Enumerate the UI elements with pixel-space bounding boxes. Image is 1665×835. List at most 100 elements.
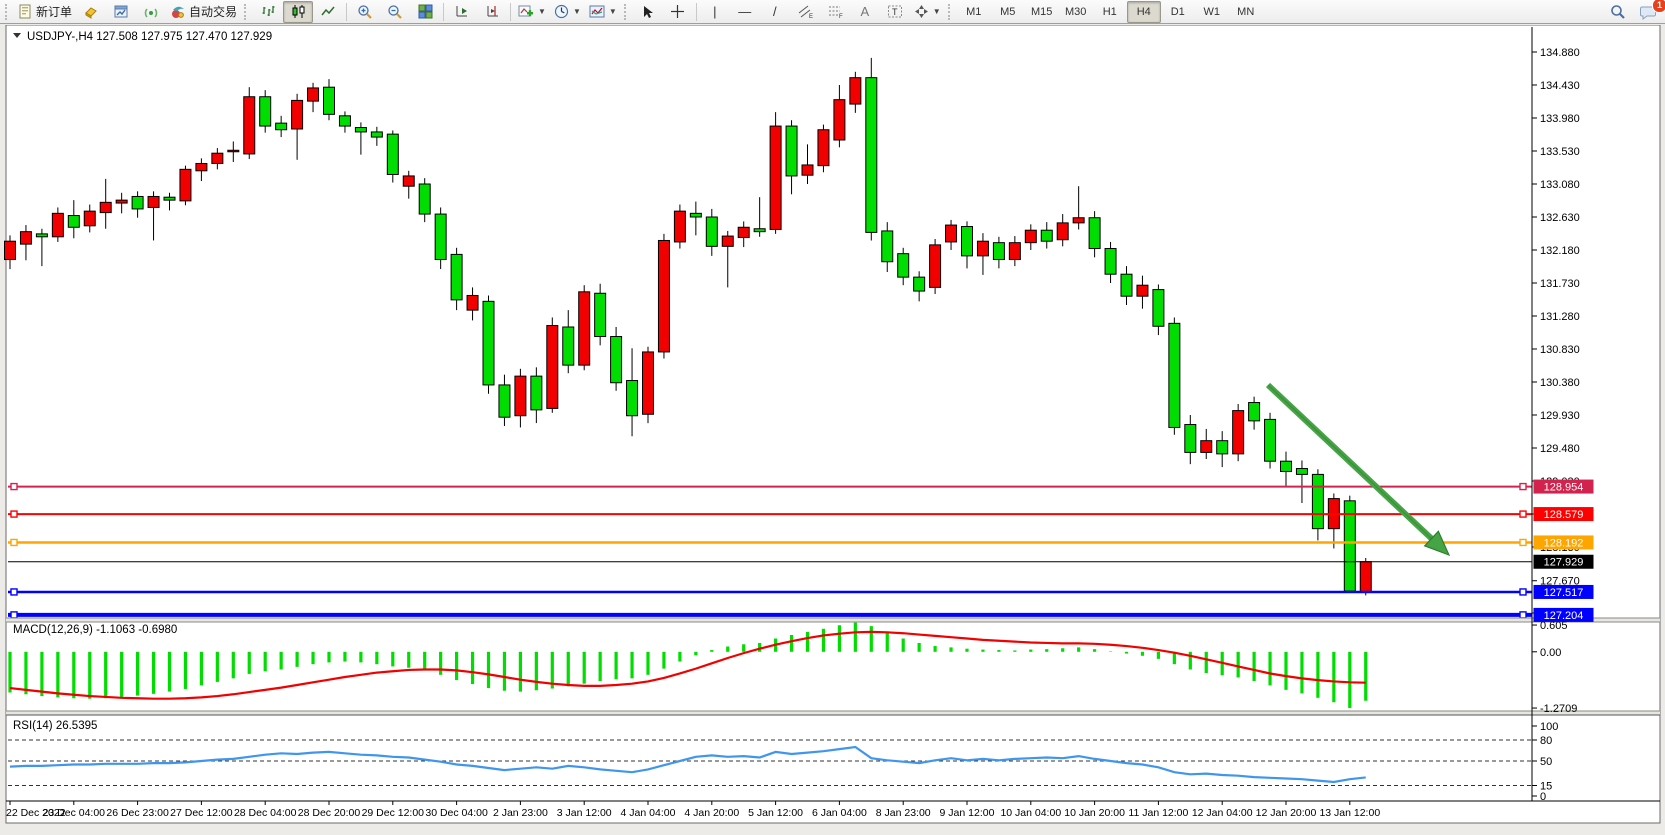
candle	[769, 112, 782, 234]
auto-scroll-icon	[456, 6, 467, 17]
crosshair-button[interactable]	[663, 1, 693, 23]
time-tick-label: 8 Jan 23:00	[876, 807, 931, 819]
line-handle	[1519, 482, 1527, 491]
search-icon	[1611, 4, 1625, 19]
price-axis[interactable]: 134.880 134.430 133.980 133.530 133.080 132.6…	[1531, 27, 1594, 803]
candle	[450, 247, 463, 311]
candlestick-chart-button[interactable]	[283, 0, 314, 23]
candle	[370, 126, 383, 146]
arrows-icon	[914, 5, 928, 18]
rsi-tick-label: 15	[1540, 781, 1552, 793]
price-tick-label: 132.180	[1540, 245, 1580, 257]
chevron-down-icon: ▼	[932, 7, 941, 16]
candle	[897, 247, 910, 286]
cursor-button[interactable]	[633, 1, 663, 23]
price-tick-label: 131.280	[1540, 311, 1580, 323]
macd-pane: MACD(12,26,9) -1.1063 -0.6980	[8, 622, 1368, 709]
time-tick-label: 22 Dec 2022	[6, 807, 66, 819]
price-chart[interactable]: MACD(12,26,9) -1.1063 -0.6980 RSI(14) 26.…	[0, 24, 1665, 830]
chart-title: USDJPY-,H4 127.508 127.975 127.470 127.9…	[13, 31, 272, 43]
text-button[interactable]: A	[850, 1, 880, 23]
chevron-down-icon: ▼	[608, 7, 617, 16]
auto-trading-button[interactable]: 自动交易	[166, 1, 241, 23]
horizontal-line-button[interactable]: —	[730, 1, 760, 23]
macd-tick-label: 0.605	[1540, 620, 1568, 632]
toolbar: 新订单 自动交易 ▼ ▼	[0, 0, 1665, 24]
time-tick-label: 30 Dec 04:00	[425, 807, 488, 819]
time-tick-label: 27 Dec 12:00	[170, 807, 233, 819]
svg-text:128.954: 128.954	[1544, 482, 1584, 494]
hline-128.954[interactable]	[8, 482, 1532, 491]
candle	[179, 165, 192, 206]
candle	[1343, 495, 1356, 593]
candle	[1248, 396, 1261, 430]
candle	[610, 326, 623, 391]
hline-128.579[interactable]	[8, 510, 1532, 518]
candle	[1024, 224, 1037, 250]
pane-splitter[interactable]	[6, 710, 1660, 716]
svg-text:127.929: 127.929	[1544, 557, 1584, 569]
notifications-button[interactable]: 1	[1633, 0, 1665, 23]
time-tick-label: 3 Jan 12:00	[557, 807, 612, 819]
trendline-button[interactable]: /	[760, 1, 790, 23]
chart-window[interactable]: MACD(12,26,9) -1.1063 -0.6980 RSI(14) 26.…	[0, 24, 1665, 830]
pane-splitter[interactable]	[6, 617, 1660, 623]
timeframe-button-w1[interactable]: W1	[1203, 5, 1220, 18]
line-chart-button[interactable]	[313, 1, 343, 23]
candle	[881, 222, 894, 272]
search-button[interactable]	[1603, 1, 1633, 23]
tile-windows-button[interactable]	[410, 1, 440, 23]
timeframe-button-m5[interactable]: M5	[1000, 5, 1016, 18]
hline-127.517[interactable]	[8, 588, 1532, 596]
bar-chart-button[interactable]	[253, 1, 283, 23]
candle	[1200, 428, 1213, 459]
arrows-button[interactable]: ▼	[910, 1, 945, 23]
rsi-line	[9, 745, 1366, 784]
candle	[833, 84, 846, 148]
chart-shift-icon	[487, 6, 498, 17]
fibonacci-button[interactable]: F	[820, 1, 850, 23]
signal-icon	[144, 8, 158, 17]
svg-text:128.579: 128.579	[1544, 509, 1584, 521]
time-tick-label: 11 Jan 12:00	[1128, 807, 1188, 819]
macd-signal-line	[9, 630, 1366, 700]
hline-128.192[interactable]	[8, 538, 1532, 547]
zoom-out-button[interactable]	[380, 1, 410, 23]
candle	[1040, 222, 1053, 249]
new-order-label: 新订单	[36, 5, 73, 19]
auto-scroll-button[interactable]	[447, 1, 477, 23]
timeframe-button-d1[interactable]: D1	[1170, 5, 1185, 18]
history-center-button[interactable]	[76, 1, 106, 23]
time-tick-label: 23 Dec 04:00	[43, 807, 106, 819]
channel-button[interactable]: E	[790, 1, 820, 23]
timeframe-button-h4[interactable]: H4	[1126, 0, 1161, 23]
svg-text:127.204: 127.204	[1544, 610, 1584, 622]
candle	[466, 287, 479, 321]
text-label-button[interactable]: T	[880, 1, 910, 23]
rsi-tick-label: 80	[1540, 735, 1552, 747]
vertical-line-button[interactable]: |	[700, 1, 730, 23]
price-badge-128.579: 128.579	[1533, 507, 1594, 522]
toolbar-grip	[947, 3, 954, 20]
line-handle	[10, 588, 18, 596]
candle	[131, 191, 144, 218]
chart-menu-icon[interactable]	[13, 33, 21, 38]
timeframe-button-m15[interactable]: M15	[1031, 5, 1053, 18]
market-watch-button[interactable]	[106, 1, 136, 23]
chevron-down-icon: ▼	[538, 7, 546, 16]
chart-shift-button[interactable]	[477, 1, 507, 23]
templates-button[interactable]: ▼	[585, 1, 621, 23]
timeframe-button-m30[interactable]: M30	[1065, 5, 1087, 18]
periods-button[interactable]: ▼	[550, 1, 585, 23]
signals-button[interactable]	[136, 1, 166, 23]
timeframe-button-h1[interactable]: H1	[1102, 5, 1117, 18]
timeframe-button-mn[interactable]: MN	[1237, 5, 1255, 18]
trendline-icon: /	[772, 4, 777, 19]
price-tick-label: 133.980	[1540, 113, 1580, 125]
new-order-button[interactable]: 新订单	[14, 1, 76, 23]
annotation-arrow[interactable]	[1265, 382, 1451, 557]
indicators-button[interactable]: ▼	[514, 1, 550, 23]
zoom-in-button[interactable]	[350, 1, 380, 23]
timeframe-button-m1[interactable]: M1	[966, 5, 982, 18]
